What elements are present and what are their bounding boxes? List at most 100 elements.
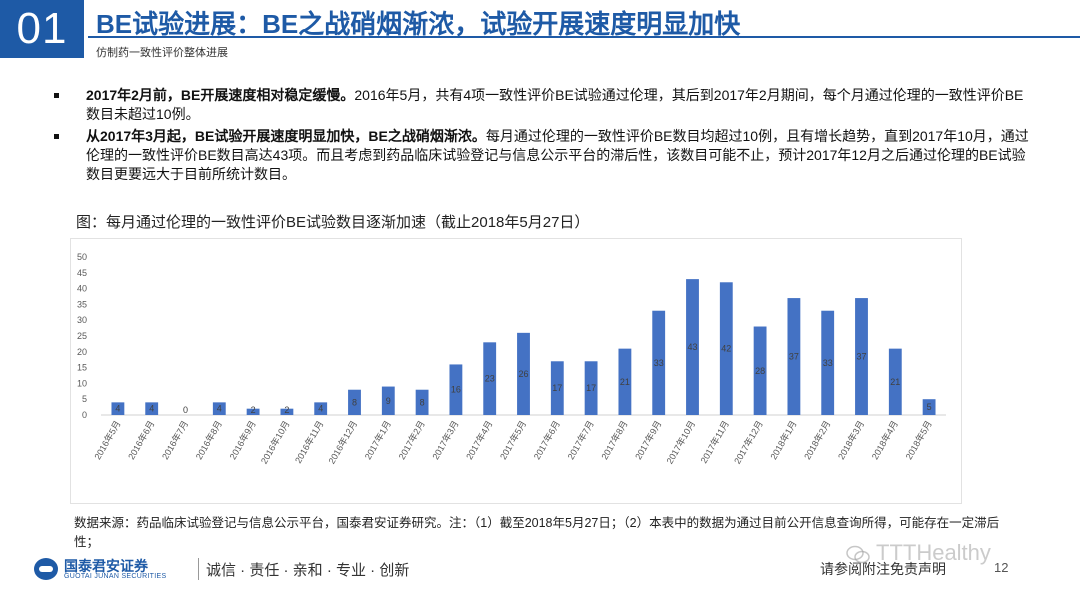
bar	[517, 332, 530, 415]
source-note: 数据来源：药品临床试验登记与信息公示平台，国泰君安证券研究。注：（1）截至201…	[74, 516, 1000, 549]
page-title: BE试验进展：BE之战硝烟渐浓，试验开展速度明显加快	[96, 9, 741, 39]
bar-value-label: 4	[115, 404, 120, 414]
y-tick-label: 50	[77, 252, 87, 262]
x-tick-label: 2016年10月	[258, 419, 292, 466]
bullet-item: 2017年2月前，BE开展速度相对稳定缓慢。2016年5月，共有4项一致性评价B…	[54, 86, 1034, 124]
watermark-text: TTTHealthy	[876, 540, 991, 565]
bar	[212, 402, 226, 415]
bar-value-label: 8	[352, 397, 357, 407]
y-tick-label: 5	[82, 394, 87, 404]
x-tick-label: 2016年5月	[92, 419, 123, 462]
y-tick-label: 20	[77, 347, 87, 357]
bar-value-label: 28	[755, 366, 765, 376]
x-tick-label: 2017年7月	[565, 419, 596, 462]
x-tick-label: 2018年3月	[835, 419, 866, 462]
bullet-list: 2017年2月前，BE开展速度相对稳定缓慢。2016年5月，共有4项一致性评价B…	[54, 86, 1034, 187]
x-tick-label: 2017年10月	[664, 419, 698, 466]
x-tick-label: 2017年9月	[632, 419, 663, 462]
bar	[584, 361, 598, 415]
bar-value-label: 43	[687, 342, 697, 352]
y-tick-label: 45	[77, 268, 87, 278]
bar-value-label: 33	[654, 358, 664, 368]
bar-value-label: 0	[183, 405, 188, 415]
x-tick-label: 2018年1月	[768, 419, 799, 462]
bar	[483, 342, 497, 415]
x-tick-label: 2016年12月	[326, 419, 360, 466]
page-number: 12	[994, 560, 1009, 575]
figure-caption: 图：每月通过伦理的一致性评价BE试验数目逐渐加速（截止2018年5月27日）	[76, 214, 590, 231]
bar	[314, 402, 328, 415]
title-divider	[88, 36, 1080, 38]
x-tick-label: 2017年11月	[698, 419, 731, 466]
bar-value-label: 4	[318, 404, 323, 414]
bar-value-label: 16	[451, 385, 461, 395]
x-tick-label: 2016年9月	[227, 419, 258, 462]
bar-value-label: 37	[789, 352, 799, 362]
bar	[618, 348, 632, 415]
logo-name-cn: 国泰君安证券	[64, 558, 148, 574]
bar-value-label: 2	[284, 405, 289, 415]
logo-name-en: GUOTAI JUNAN SECURITIES	[64, 573, 167, 580]
x-tick-label: 2016年6月	[125, 419, 156, 462]
x-tick-label: 2017年2月	[396, 419, 427, 462]
bar	[348, 389, 361, 415]
x-tick-label: 2018年2月	[801, 419, 832, 462]
bar-value-label: 33	[823, 358, 833, 368]
x-tick-label: 2017年1月	[362, 419, 393, 462]
bar	[145, 402, 159, 415]
y-tick-label: 40	[77, 284, 87, 294]
bar-value-label: 4	[149, 404, 154, 414]
bullet-square-icon	[54, 93, 59, 98]
x-tick-label: 2017年4月	[463, 419, 494, 462]
bar	[753, 326, 767, 415]
section-number: 01	[0, 0, 84, 58]
y-tick-label: 35	[77, 299, 87, 309]
x-tick-label: 2016年11月	[292, 419, 325, 466]
footer-divider	[198, 558, 199, 580]
bullet-bold-text: 2017年2月前，BE开展速度相对稳定缓慢。	[86, 87, 355, 103]
chart-frame: 0 5 10 15 20 25 30 35 40 45 50 4 2016年5月 4 2016年6月 0 201…	[70, 238, 962, 504]
bar	[821, 310, 835, 415]
bullet-square-icon	[54, 134, 59, 139]
bar-value-label: 42	[721, 344, 731, 354]
wechat-watermark-icon	[846, 545, 870, 564]
company-logo: 国泰君安证券 GUOTAI JUNAN SECURITIES	[34, 556, 194, 582]
bar-value-label: 2	[251, 405, 256, 415]
bullet-bold-text: 从2017年3月起，BE试验开展速度明显加快，BE之战硝烟渐浓。	[86, 128, 486, 144]
bar	[719, 282, 733, 415]
bullet-text: 每月通过伦理的一致性评价BE数目均超过10例，且有增长趋势，直到2017年10月…	[86, 128, 1029, 182]
x-tick-label: 2017年5月	[497, 419, 528, 462]
x-tick-label: 2018年4月	[869, 419, 900, 462]
x-tick-label: 2017年3月	[430, 419, 461, 462]
bar	[111, 402, 125, 415]
x-tick-label: 2016年7月	[159, 419, 190, 462]
footer-disclaimer: 请参阅附注免责声明	[820, 561, 946, 577]
bar	[922, 399, 936, 415]
bar	[686, 279, 699, 415]
bar-value-label: 8	[420, 397, 425, 407]
footer-slogan: 诚信 · 责任 · 亲和 · 专业 · 创新	[206, 562, 410, 579]
bar-value-label: 4	[217, 404, 222, 414]
bar-value-label: 21	[890, 377, 900, 387]
logo-emblem-icon	[34, 558, 58, 580]
x-tick-label: 2018年5月	[903, 419, 934, 462]
bar-value-label: 21	[620, 377, 630, 387]
y-tick-label: 15	[77, 363, 87, 373]
bar	[449, 364, 463, 415]
bullet-text: 2016年5月，共有4项一致性评价BE试验通过伦理，其后到2017年2月期间，每…	[86, 87, 1024, 122]
bar-value-label: 9	[386, 396, 391, 406]
bullet-item: 从2017年3月起，BE试验开展速度明显加快，BE之战硝烟渐浓。每月通过伦理的一…	[54, 127, 1034, 184]
y-tick-label: 10	[77, 378, 87, 388]
bar-value-label: 17	[552, 383, 562, 393]
bar-chart: 0510152025303540455042016年5月42016年6月0201…	[77, 252, 946, 466]
x-tick-label: 2017年6月	[531, 419, 562, 462]
y-tick-label: 30	[77, 315, 87, 325]
page-subtitle: 仿制药一致性评价整体进展	[96, 47, 228, 59]
x-tick-label: 2017年12月	[731, 419, 765, 466]
y-tick-label: 0	[82, 410, 87, 420]
bar	[280, 408, 294, 415]
bar	[855, 298, 868, 415]
x-tick-label: 2017年8月	[599, 419, 630, 462]
bar-value-label: 17	[586, 383, 596, 393]
bar	[550, 361, 564, 415]
